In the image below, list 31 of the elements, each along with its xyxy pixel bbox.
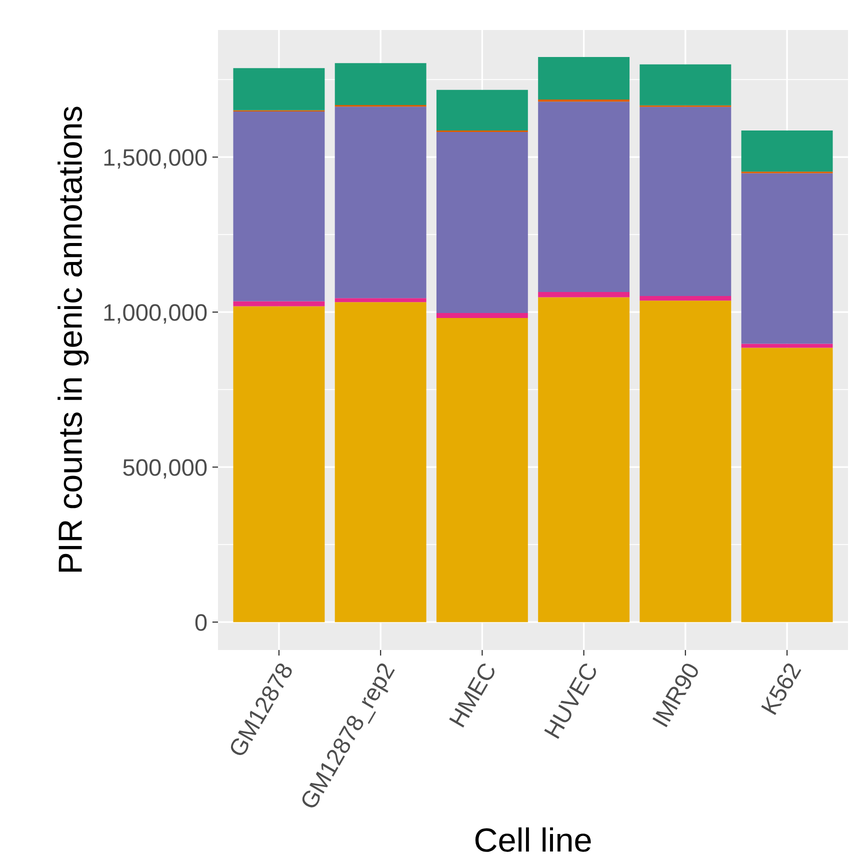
bar bbox=[538, 99, 630, 102]
y-tick-label: 0 bbox=[195, 614, 207, 631]
bar bbox=[741, 173, 833, 344]
bar bbox=[334, 302, 426, 622]
bar bbox=[538, 292, 630, 298]
bar bbox=[233, 112, 325, 302]
bar bbox=[741, 348, 833, 622]
y-tick-label: 1,500,000 bbox=[104, 149, 207, 169]
bar bbox=[741, 344, 833, 348]
bar bbox=[640, 106, 732, 296]
bar bbox=[436, 318, 528, 622]
bar bbox=[233, 301, 325, 306]
y-axis-title: PIR counts in genic annotations bbox=[58, 106, 89, 572]
y-tick-label: 1,000,000 bbox=[104, 304, 207, 324]
x-axis-title: Cell line bbox=[475, 827, 591, 852]
bar bbox=[640, 296, 732, 301]
bar bbox=[538, 102, 630, 292]
bar bbox=[538, 56, 630, 100]
bar bbox=[233, 306, 325, 622]
bar bbox=[640, 300, 732, 622]
bar bbox=[436, 313, 528, 318]
bar bbox=[640, 64, 732, 106]
bar bbox=[436, 90, 528, 130]
bar bbox=[334, 63, 426, 106]
bar bbox=[436, 132, 528, 314]
bar bbox=[334, 298, 426, 302]
bar bbox=[233, 68, 325, 110]
bar bbox=[334, 106, 426, 298]
bar bbox=[538, 297, 630, 622]
bar bbox=[741, 130, 833, 172]
y-tick-label: 500,000 bbox=[123, 459, 207, 479]
